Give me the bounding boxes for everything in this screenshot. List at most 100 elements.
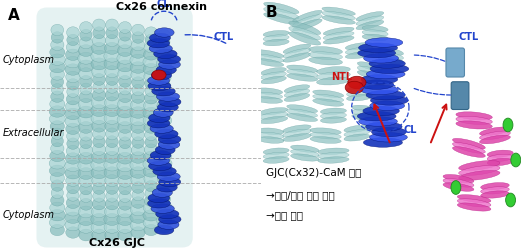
Ellipse shape <box>156 208 172 219</box>
Ellipse shape <box>67 27 79 38</box>
Ellipse shape <box>78 152 94 164</box>
Ellipse shape <box>345 81 363 94</box>
Ellipse shape <box>50 172 65 184</box>
Ellipse shape <box>130 54 146 66</box>
Ellipse shape <box>91 221 107 233</box>
Text: Cytoplasm: Cytoplasm <box>3 55 55 65</box>
Ellipse shape <box>51 24 64 36</box>
Ellipse shape <box>318 157 349 163</box>
Ellipse shape <box>289 27 321 40</box>
Ellipse shape <box>91 42 107 54</box>
Ellipse shape <box>130 62 146 73</box>
Ellipse shape <box>260 68 287 75</box>
Ellipse shape <box>119 22 131 34</box>
Ellipse shape <box>158 44 170 55</box>
Ellipse shape <box>505 193 515 207</box>
Ellipse shape <box>361 74 398 84</box>
Ellipse shape <box>147 118 170 128</box>
Ellipse shape <box>105 66 119 78</box>
Ellipse shape <box>147 38 170 48</box>
Ellipse shape <box>80 29 92 41</box>
Ellipse shape <box>310 132 341 139</box>
Ellipse shape <box>50 224 65 236</box>
Ellipse shape <box>352 105 378 112</box>
Ellipse shape <box>143 49 159 60</box>
Ellipse shape <box>80 83 92 95</box>
Ellipse shape <box>289 22 321 35</box>
Text: CTL: CTL <box>459 32 479 42</box>
Ellipse shape <box>259 112 288 119</box>
Ellipse shape <box>67 34 79 46</box>
Ellipse shape <box>104 104 120 117</box>
Ellipse shape <box>145 136 157 148</box>
Ellipse shape <box>253 50 284 58</box>
Ellipse shape <box>105 120 119 132</box>
Ellipse shape <box>67 138 79 149</box>
Text: CL: CL <box>156 0 169 9</box>
Ellipse shape <box>258 137 284 143</box>
Ellipse shape <box>152 86 175 96</box>
Ellipse shape <box>283 129 311 137</box>
Ellipse shape <box>49 113 65 124</box>
Ellipse shape <box>79 122 93 133</box>
Ellipse shape <box>119 83 131 95</box>
Ellipse shape <box>457 195 491 203</box>
Ellipse shape <box>157 172 180 181</box>
Ellipse shape <box>263 148 289 154</box>
Ellipse shape <box>313 90 344 98</box>
Ellipse shape <box>91 112 107 124</box>
Ellipse shape <box>283 53 311 62</box>
Ellipse shape <box>258 128 284 134</box>
Ellipse shape <box>151 70 172 80</box>
Ellipse shape <box>51 39 64 50</box>
Ellipse shape <box>117 45 133 56</box>
Ellipse shape <box>362 34 388 41</box>
Text: CTL: CTL <box>214 32 234 42</box>
Ellipse shape <box>358 117 398 126</box>
Ellipse shape <box>105 34 119 46</box>
FancyBboxPatch shape <box>36 8 193 248</box>
Ellipse shape <box>130 212 146 223</box>
Ellipse shape <box>92 198 106 210</box>
Ellipse shape <box>158 60 180 69</box>
Ellipse shape <box>143 56 159 68</box>
Ellipse shape <box>104 159 120 171</box>
FancyBboxPatch shape <box>451 82 469 110</box>
Ellipse shape <box>287 114 318 122</box>
Ellipse shape <box>362 26 388 32</box>
Ellipse shape <box>153 166 176 176</box>
Ellipse shape <box>104 97 120 109</box>
Ellipse shape <box>154 49 177 58</box>
Ellipse shape <box>158 186 170 197</box>
Ellipse shape <box>132 32 144 43</box>
Ellipse shape <box>453 142 485 153</box>
Ellipse shape <box>291 150 319 157</box>
Ellipse shape <box>65 220 81 231</box>
Text: Extracellular: Extracellular <box>3 128 64 138</box>
Ellipse shape <box>143 107 159 118</box>
Ellipse shape <box>118 68 132 80</box>
Ellipse shape <box>80 183 92 195</box>
Ellipse shape <box>158 86 170 98</box>
Ellipse shape <box>263 157 289 163</box>
Ellipse shape <box>309 46 342 54</box>
Ellipse shape <box>363 106 399 116</box>
Ellipse shape <box>144 195 158 206</box>
Ellipse shape <box>511 153 520 167</box>
Ellipse shape <box>361 85 398 94</box>
Ellipse shape <box>457 199 491 207</box>
Ellipse shape <box>51 128 64 140</box>
Ellipse shape <box>352 114 378 121</box>
Ellipse shape <box>93 74 105 86</box>
Ellipse shape <box>130 99 146 111</box>
Ellipse shape <box>92 66 106 78</box>
Ellipse shape <box>254 97 282 103</box>
Ellipse shape <box>66 71 80 83</box>
Ellipse shape <box>263 35 289 42</box>
Text: →입구 닫힘: →입구 닫힘 <box>266 210 303 220</box>
Ellipse shape <box>79 198 93 210</box>
Ellipse shape <box>503 118 513 132</box>
Ellipse shape <box>51 180 64 191</box>
Ellipse shape <box>284 94 309 102</box>
Ellipse shape <box>130 47 146 58</box>
